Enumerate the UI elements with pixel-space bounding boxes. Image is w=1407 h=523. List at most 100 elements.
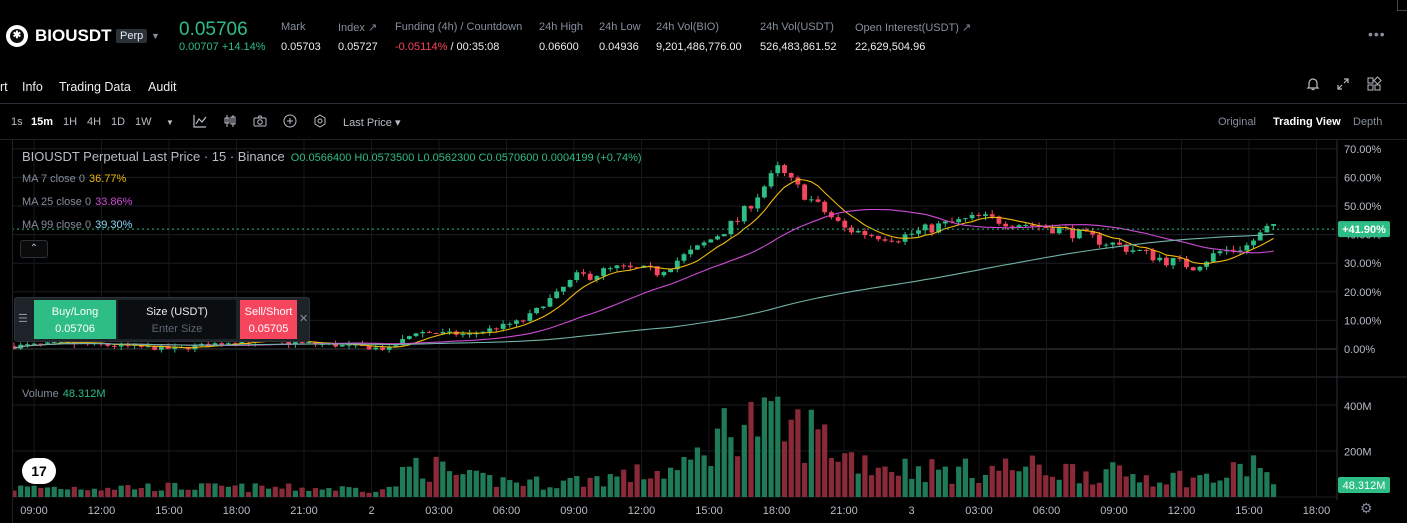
legend-collapse-button[interactable]: ⌃ [20, 240, 48, 258]
candle-body [1123, 244, 1129, 252]
volume-bar [848, 452, 855, 497]
sell-price: 0.05705 [248, 323, 289, 335]
volume-bar [547, 487, 553, 497]
volume-bar [252, 483, 258, 497]
volume-bar [1096, 482, 1102, 497]
volume-bar [976, 482, 982, 497]
candle-body [842, 220, 848, 228]
price-change: 0.00707 +14.14% [179, 41, 266, 53]
price-tick-label: 0.00% [1344, 344, 1375, 356]
x-tick-label: 21:00 [830, 505, 858, 517]
volume-bar [1163, 484, 1169, 497]
volume-bar [433, 456, 439, 497]
candle-body [922, 224, 928, 231]
candle-body [172, 347, 178, 349]
symbol-dropdown-caret-icon[interactable]: ▼ [151, 31, 160, 41]
candle-body [232, 343, 238, 345]
candle-body [708, 239, 714, 243]
drag-handle-icon[interactable]: ☰ [18, 313, 28, 325]
volume-bar [822, 424, 828, 497]
price-chart[interactable]: 09:00 12:00 15:00 18:00 21:00 2 03:00 06:00 09:0… [0, 140, 1407, 523]
tab-audit[interactable]: Audit [148, 80, 177, 94]
ma99-line [13, 233, 1274, 349]
plus-circle-icon[interactable] [282, 113, 298, 129]
symbol-name[interactable]: BIOUSDT [35, 26, 112, 45]
volume-bar [534, 476, 540, 497]
candle-body [561, 286, 566, 292]
gear-icon[interactable]: ⚙ [1360, 500, 1373, 516]
volume-bar [1250, 455, 1257, 497]
view-original[interactable]: Original [1218, 116, 1256, 128]
indicator-icon[interactable] [192, 113, 208, 129]
tradingview-logo[interactable]: 17 [22, 458, 56, 484]
interval-1d[interactable]: 1D [111, 116, 126, 128]
tab-trading-data[interactable]: Trading Data [59, 80, 131, 94]
candle-body [346, 344, 352, 346]
view-trading-view[interactable]: Trading View [1273, 116, 1341, 128]
price-type-dropdown[interactable]: Last Price ▾ [343, 117, 401, 129]
view-depth[interactable]: Depth [1353, 116, 1383, 128]
oi-label[interactable]: Open Interest(USDT) ↗ [855, 22, 972, 34]
volume-bar [1029, 455, 1035, 497]
bell-icon[interactable] [1304, 76, 1322, 94]
ma7-label: MA 7 close 0 [22, 173, 85, 185]
size-input[interactable]: Enter Size [151, 323, 203, 335]
oi-value: 22,629,504.96 [855, 41, 926, 53]
volume-bar [400, 467, 406, 497]
volume-bar [292, 490, 298, 497]
sell-short-button[interactable]: Sell/Short 0.05705 [240, 300, 297, 339]
candle-body [1190, 267, 1196, 271]
candle-body [339, 344, 345, 347]
layout-grid-icon[interactable] [1365, 76, 1383, 94]
volume-bar [962, 458, 968, 497]
volume-bar [346, 487, 352, 497]
interval-1s[interactable]: 1s [11, 116, 23, 128]
candle-body [366, 346, 372, 350]
candle-body [808, 199, 814, 201]
candle-body [420, 331, 426, 334]
interval-1w[interactable]: 1W [135, 116, 152, 128]
tab-chart[interactable]: rt [0, 80, 8, 94]
x-tick-label: 03:00 [425, 505, 453, 517]
camera-icon[interactable] [252, 113, 268, 129]
interval-1h[interactable]: 1H [63, 116, 78, 128]
candle-body [1257, 232, 1263, 241]
volume-bar [808, 409, 814, 497]
close-icon[interactable]: ✕ [299, 313, 309, 325]
candle-body [607, 268, 613, 270]
x-tick-label: 06:00 [493, 505, 521, 517]
volume-bar [996, 470, 1002, 497]
more-dots-icon[interactable]: ••• [1368, 26, 1386, 42]
volume-bar [165, 482, 171, 497]
candle-body [741, 206, 747, 222]
settings-hex-icon[interactable] [312, 113, 328, 129]
volume-bar [279, 488, 285, 497]
x-tick-label: 15:00 [155, 505, 183, 517]
candle-body [822, 201, 828, 213]
index-label[interactable]: Index ↗ [338, 22, 378, 34]
interval-15m[interactable]: 15m [31, 116, 54, 128]
x-tick-label: 18:00 [763, 505, 791, 517]
volume-bar [1070, 464, 1076, 497]
size-input-box[interactable]: Size (USDT) Enter Size [118, 300, 236, 339]
volume-bar [641, 479, 647, 497]
interval-more-caret-icon[interactable]: ▼ [166, 118, 174, 127]
interval-4h[interactable]: 4H [87, 116, 102, 128]
expand-icon[interactable] [1334, 76, 1352, 94]
candle-type-icon[interactable] [222, 113, 238, 129]
candle-body [547, 298, 553, 307]
volume-bar [192, 489, 198, 497]
volume-bar [527, 479, 533, 497]
volume-bar [668, 467, 674, 497]
candle-body [293, 342, 298, 344]
tab-info[interactable]: Info [22, 80, 43, 94]
volume-bar [1244, 476, 1250, 497]
volume-bar [735, 456, 741, 497]
candle-body [628, 265, 633, 268]
candle-body [400, 339, 405, 346]
candle-body [574, 272, 580, 280]
buy-long-button[interactable]: Buy/Long 0.05706 [34, 300, 116, 339]
volume-bar [949, 483, 955, 497]
volume-bar [1009, 470, 1015, 497]
volume-bar [1183, 487, 1190, 497]
